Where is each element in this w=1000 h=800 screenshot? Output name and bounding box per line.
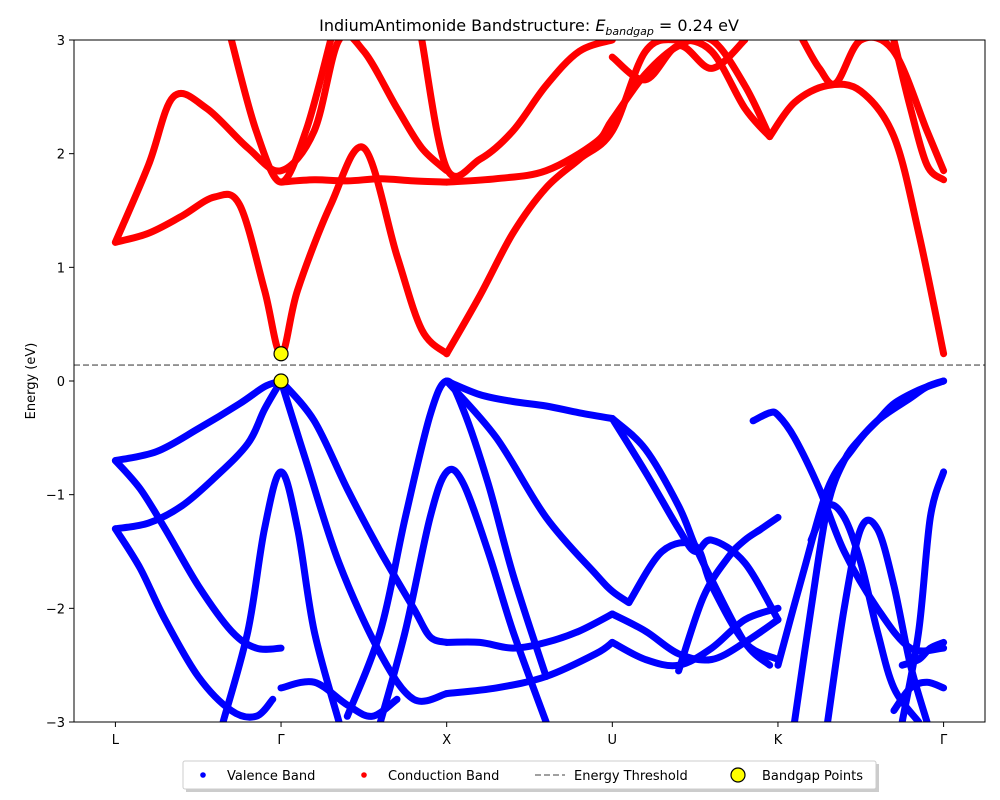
bandgap-point-0: [273, 346, 289, 362]
y-axis-label: Energy (eV): [24, 343, 39, 420]
valence-band-34: [807, 501, 923, 722]
valence-band-17: [277, 377, 451, 705]
y-tick-label: 1: [57, 261, 65, 276]
valence-band-23: [443, 638, 616, 698]
legend-label-0: Valence Band: [227, 769, 315, 784]
bandgap-point-1: [273, 373, 289, 389]
valence-band-12: [111, 377, 285, 533]
y-ticks: −3 −2 −1 0 1 2 3: [46, 34, 74, 731]
valence-band-26: [608, 415, 782, 624]
legend-marker-0: [200, 772, 206, 778]
legend-box: [182, 760, 877, 790]
chart-title-symbol: E: [595, 16, 606, 35]
x-tick-label: K: [774, 733, 783, 748]
y-tick-label: 0: [57, 375, 65, 390]
bandgap-markers-layer: [273, 346, 289, 389]
chart-title: IndiumAntimonide Bandstructure: Ebandgap…: [319, 16, 739, 38]
conduction-band-2: [227, 40, 335, 186]
valence-band-14: [111, 525, 277, 721]
valence-band-20: [376, 465, 550, 722]
valence-band-31: [749, 408, 948, 655]
x-tick-label: L: [112, 733, 120, 748]
x-tick-label: X: [442, 733, 451, 748]
valence-band-11: [111, 377, 285, 465]
legend-label-2: Energy Threshold: [574, 769, 688, 784]
valence-band-15: [219, 468, 343, 722]
conduction-band-3: [277, 175, 451, 186]
conduction-band-4: [443, 40, 774, 358]
y-tick-label: −2: [46, 602, 65, 617]
chart-title-main: IndiumAntimonide Bandstructure:: [319, 16, 595, 35]
y-tick-label: −3: [46, 716, 65, 731]
conduction-band-6: [418, 40, 616, 180]
valence-band-37: [898, 638, 948, 669]
valence-band-21: [443, 377, 616, 422]
x-tick-label: Γ: [277, 733, 285, 748]
valence-band-30: [675, 513, 782, 675]
conduction-band-10: [890, 40, 948, 184]
valence-band-38: [890, 678, 948, 715]
valence-band-33: [791, 377, 948, 722]
legend-label-1: Conduction Band: [388, 769, 499, 784]
legend: Valence Band Conduction Band Energy Thresh…: [182, 760, 879, 792]
valence-band-13: [111, 457, 285, 653]
legend-marker-3: [730, 767, 746, 783]
legend-marker-1: [361, 772, 367, 778]
y-tick-label: −1: [46, 489, 65, 504]
y-tick-label: 2: [57, 148, 65, 163]
legend-label-3: Bandgap Points: [762, 769, 863, 784]
conduction-band-8: [766, 80, 948, 358]
bands-layer: [111, 40, 948, 722]
conduction-band-1: [111, 40, 451, 246]
valence-band-24: [443, 377, 633, 607]
valence-band-16: [277, 377, 451, 646]
chart-title-value: = 0.24 eV: [654, 16, 739, 35]
valence-band-29: [608, 604, 782, 670]
y-tick-label: 3: [57, 34, 65, 49]
legend-items: Valence Band Conduction Band Energy Thresh…: [200, 767, 863, 784]
x-tick-label: Γ: [940, 733, 948, 748]
valence-band-22: [443, 610, 616, 652]
chart-title-subscript: bandgap: [605, 25, 653, 38]
conduction-band-7: [608, 40, 749, 84]
x-tick-label: U: [608, 733, 618, 748]
conduction-band-9: [799, 40, 948, 175]
